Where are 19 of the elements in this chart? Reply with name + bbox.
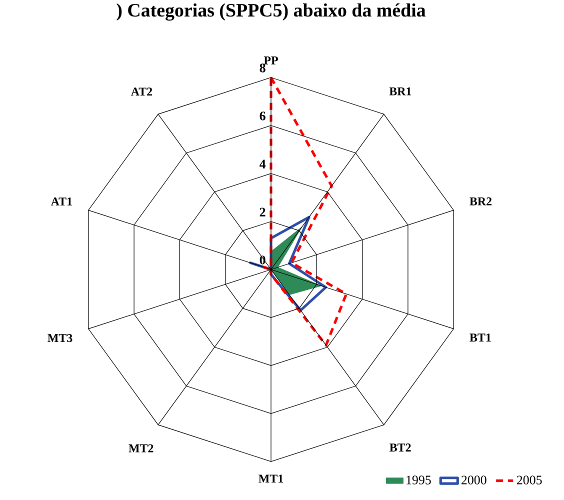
spoke-label: MT3 <box>48 334 72 342</box>
spoke-label: AT1 <box>50 198 72 206</box>
y-tick-label: 2 <box>260 208 266 217</box>
chart-title: ) Categorias (SPPC5) abaixo da média <box>116 4 426 21</box>
y-tick-label: 8 <box>260 64 266 73</box>
spoke-label: BR1 <box>389 88 412 96</box>
y-tick-label: 6 <box>260 112 266 121</box>
spoke-label: AT2 <box>130 88 152 96</box>
spoke-label: BT1 <box>470 334 491 342</box>
spoke-label: BR2 <box>470 198 492 206</box>
spoke-label: MT2 <box>128 444 154 452</box>
spoke-label: PP <box>264 56 278 65</box>
spoke-label: BT2 <box>390 444 411 452</box>
legend-label: 1995 <box>406 476 431 485</box>
y-tick-label: 4 <box>260 160 266 169</box>
spoke-label: MT1 <box>258 474 283 483</box>
legend-label: 2005 <box>516 476 542 485</box>
legend-label: 2000 <box>462 476 486 485</box>
y-tick-label: 0 <box>260 256 266 265</box>
